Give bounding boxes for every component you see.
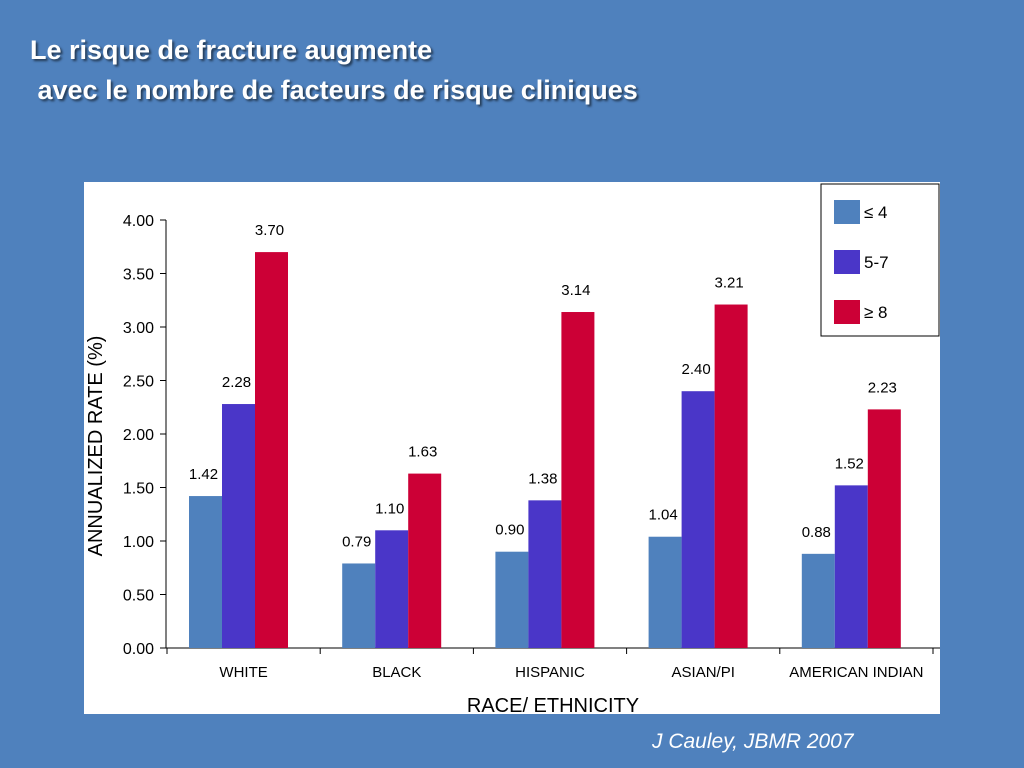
bar-1 [495,551,529,648]
data-label: 2.28 [222,374,251,391]
y-tick-label: 2.50 [123,374,154,391]
bar-2 [834,485,868,648]
bar-2 [528,500,562,648]
bar-2 [681,391,715,648]
data-label: 3.21 [714,275,743,292]
bar-chart-panel: 0.00 0.50 1.00 1.50 2.00 2.50 3.00 3.50 4.00 WHIT… [84,182,940,714]
legend-swatch-2 [834,250,860,274]
data-label: 0.88 [802,524,831,541]
bar-1 [342,563,376,648]
y-tick-label: 0.50 [123,588,154,605]
data-label: 2.23 [868,379,897,396]
slide-title: Le risque de fracture augmente avec le n… [30,30,638,110]
data-label: 2.40 [681,361,710,378]
legend-label-2: 5-7 [864,253,889,272]
legend-swatch-3 [834,300,860,324]
y-tick-label: 1.00 [123,534,154,551]
bar-1 [648,536,682,648]
bar-3 [408,473,442,648]
data-label: 0.79 [342,533,371,550]
y-tick-label: 2.00 [123,427,154,444]
x-tick-label: BLACK [372,664,421,681]
y-tick-label: 1.50 [123,481,154,498]
legend-label-3: ≥ 8 [864,303,888,322]
y-tick-label: 0.00 [123,641,154,658]
bar-1 [801,553,835,648]
bar-3 [714,304,748,648]
data-label: 1.52 [835,455,864,472]
x-tick-label: HISPANIC [515,664,585,681]
y-tick-label: 4.00 [123,213,154,230]
x-tick-label: WHITE [219,664,267,681]
x-tick-label: AMERICAN INDIAN [789,664,923,681]
legend-label-1: ≤ 4 [864,203,888,222]
data-label: 1.42 [189,466,218,483]
bar-3 [255,252,288,648]
x-tick-label: ASIAN/PI [672,664,735,681]
bar-3 [867,409,901,648]
bar-2 [375,530,409,648]
citation: J Cauley, JBMR 2007 [652,730,854,753]
y-axis-title: ANNUALIZED RATE (%) [85,336,107,557]
data-label: 3.70 [255,222,284,239]
data-label: 1.63 [408,444,437,461]
data-label: 0.90 [495,522,524,539]
slide-title-line-1: Le risque de fracture augmente [30,35,433,65]
bar-chart: 0.00 0.50 1.00 1.50 2.00 2.50 3.00 3.50 4.00 WHIT… [85,183,940,714]
data-label: 1.10 [375,500,404,517]
bar-2 [222,404,255,648]
y-tick-label: 3.00 [123,320,154,337]
data-label: 1.38 [528,470,557,487]
data-label: 3.14 [561,282,590,299]
y-tick-label: 3.50 [123,267,154,284]
x-axis-title: RACE/ ETHNICITY [467,695,639,714]
bar-3 [561,312,595,648]
legend-swatch-1 [834,200,860,224]
bar-1 [189,496,222,648]
slide-title-line-2: avec le nombre de facteurs de risque cli… [30,75,638,105]
data-label: 1.04 [648,507,677,524]
